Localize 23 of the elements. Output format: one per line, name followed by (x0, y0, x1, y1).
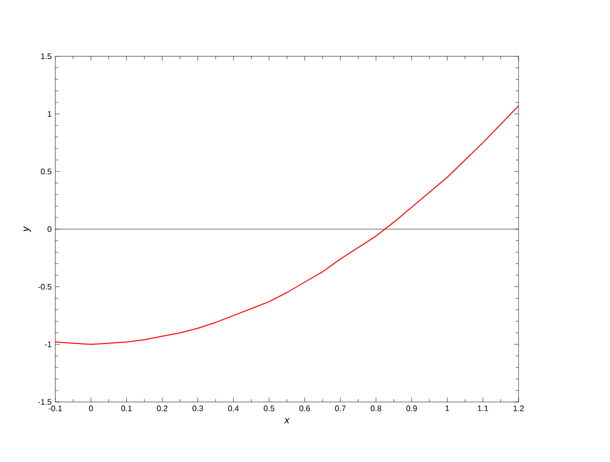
x-tick-label: 0.4 (228, 405, 239, 412)
y-tick-label: 1.5 (41, 53, 52, 59)
y-tick-label: -1.5 (38, 399, 52, 405)
x-tick-label: 0.9 (406, 405, 417, 412)
x-tick-label: 1.2 (514, 405, 524, 412)
y-axis-title: y (24, 226, 31, 232)
y-tick-label: -0.5 (38, 284, 52, 290)
x-tick-label: 0.2 (156, 405, 168, 412)
y-tick-label: 0 (48, 226, 52, 232)
x-tick-label: 0.6 (299, 405, 310, 412)
y-tick-label: -1 (44, 341, 52, 347)
x-tick-label: -0.1 (48, 405, 62, 412)
x-axis-title: x (284, 418, 290, 424)
y-tick-label: 0.5 (40, 168, 52, 174)
x-tick-label: 0.1 (121, 405, 132, 412)
x-tick-label: 0 (88, 405, 93, 412)
x-tick-label: 1 (446, 405, 450, 411)
y-tick-label: 1 (48, 111, 52, 117)
x-tick-label: 0.3 (192, 405, 204, 412)
x-tick-label: 0.8 (370, 405, 382, 412)
x-tick-label: 0.7 (335, 405, 346, 412)
x-tick-label: 1.1 (478, 405, 488, 411)
x-tick-label: 0.5 (264, 405, 274, 412)
